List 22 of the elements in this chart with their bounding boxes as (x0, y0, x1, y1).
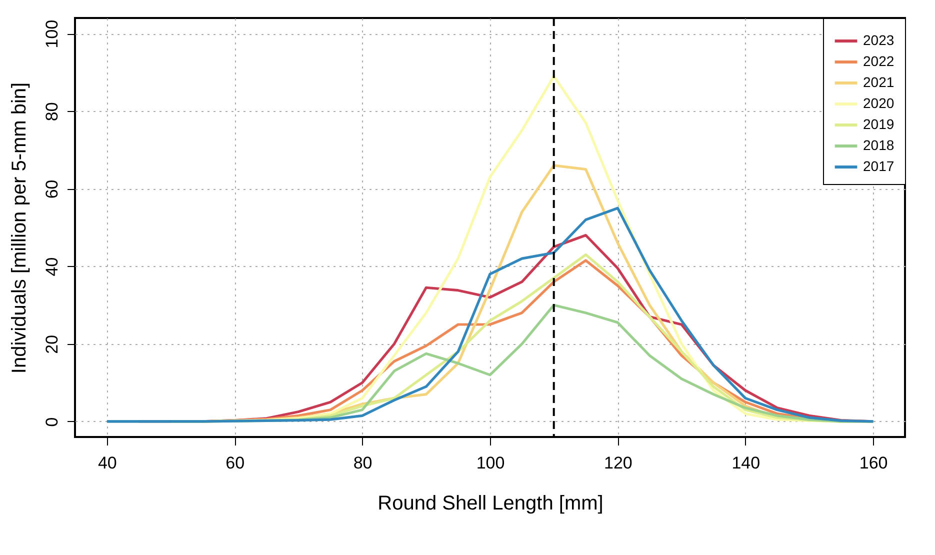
legend-label: 2020 (863, 95, 894, 111)
legend-label: 2022 (863, 53, 894, 69)
x-tick-label: 160 (859, 454, 888, 472)
legend-label: 2018 (863, 137, 894, 153)
x-tick-label: 140 (732, 454, 760, 472)
legend-label: 2023 (863, 32, 894, 48)
x-tick-label: 80 (353, 454, 372, 472)
x-tick-label: 40 (98, 454, 117, 472)
y-tick-label: 100 (42, 20, 62, 48)
legend-label: 2017 (863, 158, 894, 174)
x-tick-label: 120 (604, 454, 632, 472)
legend-label: 2019 (863, 116, 894, 132)
legend-label: 2021 (863, 74, 894, 90)
y-axis-title: Individuals [million per 5-mm bin] (8, 82, 30, 374)
x-tick-label: 100 (476, 454, 505, 472)
x-tick-label: 60 (226, 454, 245, 472)
y-tick-label: 60 (42, 180, 62, 199)
y-tick-label: 80 (42, 102, 62, 122)
x-axis-title: Round Shell Length [mm] (378, 492, 604, 514)
y-tick-label: 20 (42, 334, 62, 354)
y-tick-label: 0 (42, 417, 62, 427)
y-tick-label: 40 (42, 257, 62, 276)
